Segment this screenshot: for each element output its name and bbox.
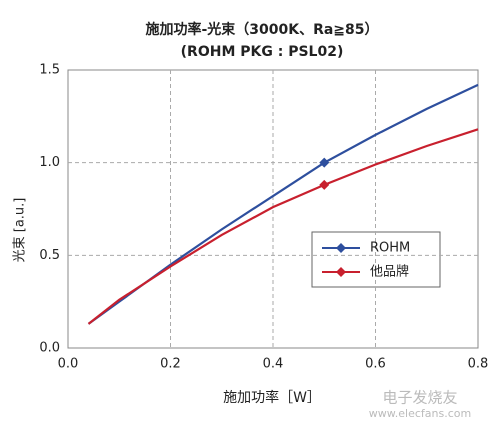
x-tick-label: 0.4 bbox=[263, 357, 284, 372]
point-marker bbox=[319, 179, 330, 190]
y-tick-label: 0.5 bbox=[39, 248, 60, 263]
legend-marker bbox=[336, 243, 346, 253]
x-tick-label: 0.6 bbox=[365, 357, 386, 372]
legend-label: ROHM bbox=[370, 241, 410, 256]
x-tick-label: 0.8 bbox=[468, 357, 489, 372]
chart-subtitle: (ROHM PKG : PSL02) bbox=[181, 44, 344, 60]
legend-label: 他品牌 bbox=[370, 264, 409, 280]
plot-frame bbox=[67, 69, 479, 349]
watermark: 电子发烧友 bbox=[382, 389, 457, 407]
y-tick-label: 1.5 bbox=[39, 63, 60, 78]
series-line bbox=[87, 128, 479, 325]
y-axis-label: 光束 [a.u.] bbox=[13, 198, 28, 263]
x-tick-label: 0.0 bbox=[58, 357, 79, 372]
legend-marker bbox=[336, 267, 346, 277]
x-tick-label: 0.2 bbox=[160, 357, 181, 372]
y-tick-label: 1.0 bbox=[39, 155, 60, 170]
chart-title: 施加功率-光束（3000K、Ra≧85） bbox=[145, 21, 378, 38]
series-line bbox=[87, 83, 479, 325]
x-axis-label: 施加功率［W］ bbox=[223, 389, 321, 406]
point-marker bbox=[319, 157, 330, 168]
y-tick-label: 0.0 bbox=[39, 341, 60, 356]
watermark: www.elecfans.com bbox=[369, 407, 471, 420]
